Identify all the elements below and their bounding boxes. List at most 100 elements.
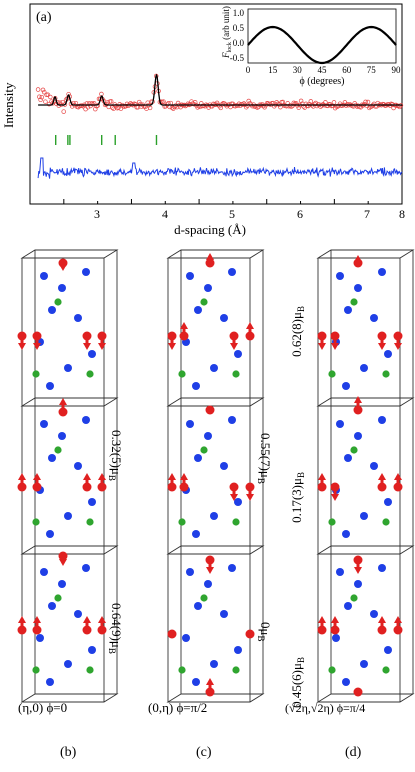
moment-arrow-head	[206, 678, 214, 685]
cell-plane	[166, 545, 265, 555]
data-point	[367, 105, 372, 111]
reflection-ticks	[55, 135, 158, 145]
moment-arrow-head	[378, 343, 386, 350]
atom-blue	[378, 416, 386, 424]
inset-ylabel: Flock (arb unit)	[221, 6, 233, 59]
atom-blue	[82, 268, 90, 276]
data-point	[39, 94, 45, 100]
data-point	[61, 109, 66, 114]
data-point	[275, 101, 281, 107]
atom-blue	[384, 646, 392, 654]
moment-arrow-head	[83, 473, 91, 480]
moment-arrow-head	[246, 494, 254, 501]
x-axis-label: d-spacing (Å)	[174, 222, 246, 237]
atom-blue	[46, 678, 54, 686]
atom-blue	[220, 610, 228, 618]
x-tick-labels: 3 4 5 6 7 8	[94, 207, 405, 221]
panel-d-moment-top: 0.62(8)μB	[289, 306, 306, 357]
atom-green	[178, 518, 186, 526]
data-point	[138, 101, 143, 107]
atom-blue	[46, 382, 54, 390]
inset-xtick: 0	[246, 65, 251, 75]
data-point	[40, 87, 46, 93]
cell-plane	[166, 249, 265, 259]
panel-d-caption: (√2η,√2η) ϕ=π/4	[285, 701, 365, 715]
inset-ytick: -0.5	[230, 53, 245, 63]
atom-blue	[64, 364, 72, 372]
cell-plane	[20, 249, 119, 259]
moment-arrow-head	[378, 616, 386, 623]
atom-blue	[378, 564, 386, 572]
inset-xtick: 45	[318, 65, 328, 75]
atom-red	[245, 629, 255, 639]
atom-blue	[370, 610, 378, 618]
atom-blue	[342, 382, 350, 390]
atom-blue	[344, 602, 352, 610]
atom-blue	[58, 284, 66, 292]
moment-arrow-head	[33, 343, 41, 350]
atom-blue	[88, 498, 96, 506]
atom-blue	[354, 284, 362, 292]
moment-arrow-head	[206, 567, 214, 574]
atom-blue	[370, 462, 378, 470]
panel-d-structure	[316, 249, 415, 703]
atom-blue	[360, 660, 368, 668]
data-point	[331, 100, 337, 105]
atom-blue	[36, 634, 44, 642]
data-point	[261, 103, 266, 109]
inset-frame	[247, 8, 397, 64]
panel-c-moment-bottom: 0μB	[256, 622, 273, 642]
data-point	[362, 102, 367, 107]
moment-arrow-head	[33, 616, 41, 623]
moment-arrow-head	[331, 343, 339, 350]
moment-arrow-head	[18, 473, 26, 480]
moment-arrow-head	[59, 398, 67, 405]
data-point	[396, 103, 401, 109]
inset-ytick: 0.5	[233, 23, 245, 33]
y-axis-label: Intensity	[1, 82, 16, 128]
atom-blue	[192, 530, 200, 538]
data-point	[117, 102, 122, 107]
atom-blue	[378, 268, 386, 276]
panel-a: (a) Intensity 3 4 5 6 7 8 d-spacing (Å) …	[1, 3, 405, 237]
atom-blue	[82, 564, 90, 572]
moment-arrow-head	[394, 616, 402, 623]
x-tick-label: 5	[229, 207, 235, 221]
panel-c-label: (c)	[196, 745, 212, 760]
atom-blue	[210, 512, 218, 520]
cell-plane	[316, 249, 415, 259]
panel-c-structure	[166, 249, 265, 703]
data-point	[90, 102, 96, 107]
atom-green	[54, 298, 62, 306]
moment-arrow-head	[318, 473, 326, 480]
moment-arrow-head	[318, 616, 326, 623]
data-point	[108, 99, 114, 104]
moment-arrow-head	[378, 473, 386, 480]
atom-blue	[220, 314, 228, 322]
atom-green	[200, 446, 208, 454]
inset-curve	[247, 25, 397, 65]
moment-arrow-head	[98, 343, 106, 350]
data-point	[253, 103, 259, 109]
atom-green	[232, 666, 240, 674]
atom-blue	[354, 432, 362, 440]
data-point	[45, 92, 51, 97]
atom-green	[232, 370, 240, 378]
atom-blue	[336, 420, 344, 428]
moment-arrow-head	[168, 343, 176, 350]
data-point	[161, 99, 166, 104]
atom-green	[54, 446, 62, 454]
atom-green	[32, 518, 40, 526]
moment-arrow-head	[331, 494, 339, 501]
panel-a-label: (a)	[36, 10, 52, 25]
panel-b-structure	[17, 249, 119, 703]
inset-xtick: 15	[268, 65, 278, 75]
atom-blue	[354, 580, 362, 588]
atom-blue	[204, 580, 212, 588]
data-point	[43, 99, 48, 104]
cell-plane	[316, 397, 415, 407]
atom-green	[328, 518, 336, 526]
atom-blue	[64, 512, 72, 520]
atom-blue	[210, 364, 218, 372]
